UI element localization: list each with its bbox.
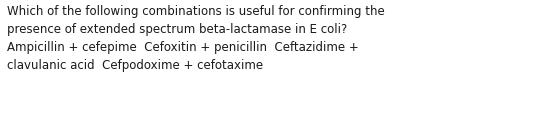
Text: Which of the following combinations is useful for confirming the
presence of ext: Which of the following combinations is u… — [7, 5, 384, 72]
